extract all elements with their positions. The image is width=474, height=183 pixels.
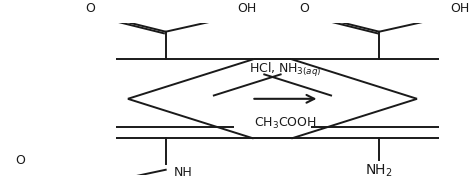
Text: O: O	[85, 2, 95, 15]
Text: O: O	[299, 2, 309, 15]
Text: HCl, NH$_{3(aq)}$: HCl, NH$_{3(aq)}$	[249, 61, 322, 79]
Text: NH: NH	[174, 166, 193, 179]
Text: O: O	[15, 154, 25, 167]
Text: NH$_2$: NH$_2$	[365, 163, 393, 179]
Text: OH: OH	[450, 2, 470, 15]
Text: OH: OH	[237, 2, 256, 15]
Text: CH$_3$COOH: CH$_3$COOH	[254, 116, 317, 131]
